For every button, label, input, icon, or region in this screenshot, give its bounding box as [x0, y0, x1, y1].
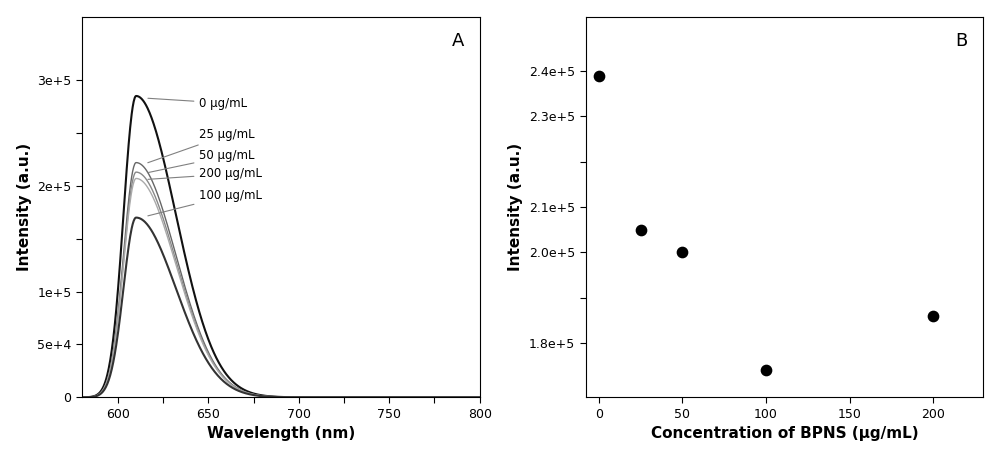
Text: 200 μg/mL: 200 μg/mL [148, 168, 262, 180]
Y-axis label: Intensity (a.u.): Intensity (a.u.) [17, 143, 32, 271]
Y-axis label: Intensity (a.u.): Intensity (a.u.) [508, 143, 523, 271]
Text: 50 μg/mL: 50 μg/mL [148, 149, 255, 173]
X-axis label: Concentration of BPNS (μg/mL): Concentration of BPNS (μg/mL) [651, 426, 918, 442]
X-axis label: Wavelength (nm): Wavelength (nm) [207, 426, 355, 442]
Point [758, 366, 774, 374]
Text: 25 μg/mL: 25 μg/mL [148, 128, 255, 163]
Text: B: B [955, 32, 968, 50]
Text: 0 μg/mL: 0 μg/mL [148, 97, 248, 109]
Point [925, 312, 941, 319]
Point [591, 72, 607, 79]
Point [674, 249, 690, 256]
Text: A: A [452, 32, 464, 50]
Point [633, 226, 649, 233]
Text: 100 μg/mL: 100 μg/mL [148, 189, 262, 216]
